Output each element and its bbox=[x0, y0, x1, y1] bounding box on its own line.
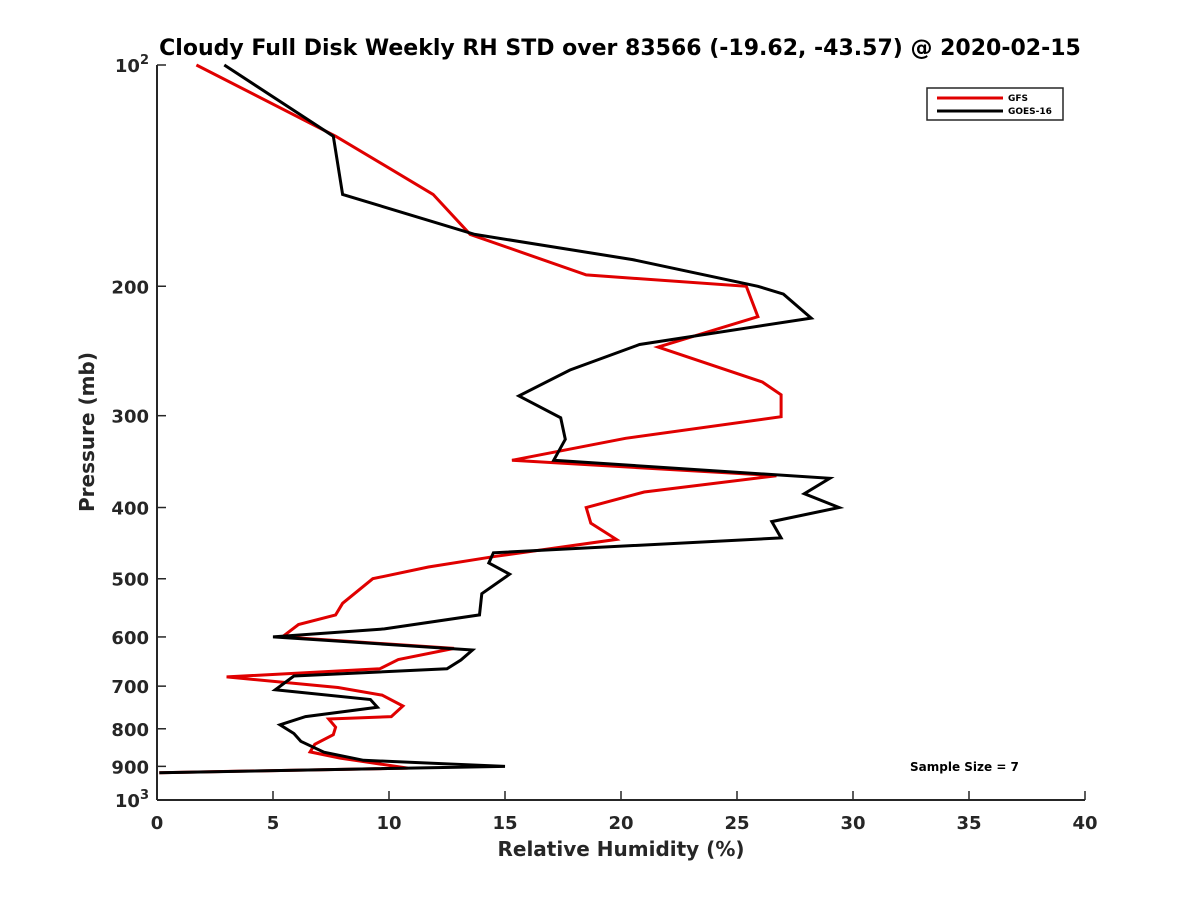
x-tick-label: 10 bbox=[376, 813, 401, 834]
series-line-gfs bbox=[159, 63, 783, 775]
sample-size-annotation: Sample Size = 7 bbox=[910, 760, 1019, 774]
chart-title: Cloudy Full Disk Weekly RH STD over 8356… bbox=[159, 36, 1081, 61]
legend-label: GOES-16 bbox=[1008, 107, 1052, 117]
y-tick-label: 800 bbox=[111, 720, 149, 741]
series-layer bbox=[159, 63, 845, 775]
x-tick-label: 15 bbox=[492, 813, 517, 834]
y-tick-label: 500 bbox=[111, 570, 149, 591]
y-tick-label: 400 bbox=[111, 499, 149, 520]
x-tick-label: 30 bbox=[840, 813, 865, 834]
x-ticks: 0 5 10 15 20 25 30 35 40 bbox=[151, 791, 1098, 834]
y-axis-label: Pressure (mb) bbox=[75, 352, 99, 512]
series-line-goes-16 bbox=[159, 63, 845, 775]
x-tick-label: 35 bbox=[956, 813, 981, 834]
x-tick-label: 25 bbox=[724, 813, 749, 834]
y-tick-label: 700 bbox=[111, 677, 149, 698]
plot-area: 0 5 10 15 20 25 30 35 40 102 200 300 400 500 600 700 80… bbox=[111, 53, 1097, 834]
y-tick-label: 102 bbox=[115, 53, 149, 77]
y-tick-label: 900 bbox=[111, 757, 149, 778]
legend-entries: GFS GOES-16 bbox=[937, 94, 1052, 117]
y-tick-label: 200 bbox=[111, 277, 149, 298]
x-tick-label: 20 bbox=[608, 813, 633, 834]
legend-label: GFS bbox=[1008, 94, 1028, 104]
x-axis-label: Relative Humidity (%) bbox=[497, 837, 744, 861]
x-tick-label: 5 bbox=[267, 813, 280, 834]
y-tick-label: 600 bbox=[111, 628, 149, 649]
x-tick-label: 0 bbox=[151, 813, 164, 834]
legend-box bbox=[926, 87, 1064, 121]
legend: GFS GOES-16 bbox=[926, 87, 1064, 121]
y-tick-label: 103 bbox=[115, 788, 149, 812]
x-tick-label: 40 bbox=[1072, 813, 1097, 834]
y-tick-label: 300 bbox=[111, 407, 149, 428]
y-ticks: 102 200 300 400 500 600 700 800 900 103 bbox=[111, 53, 166, 812]
